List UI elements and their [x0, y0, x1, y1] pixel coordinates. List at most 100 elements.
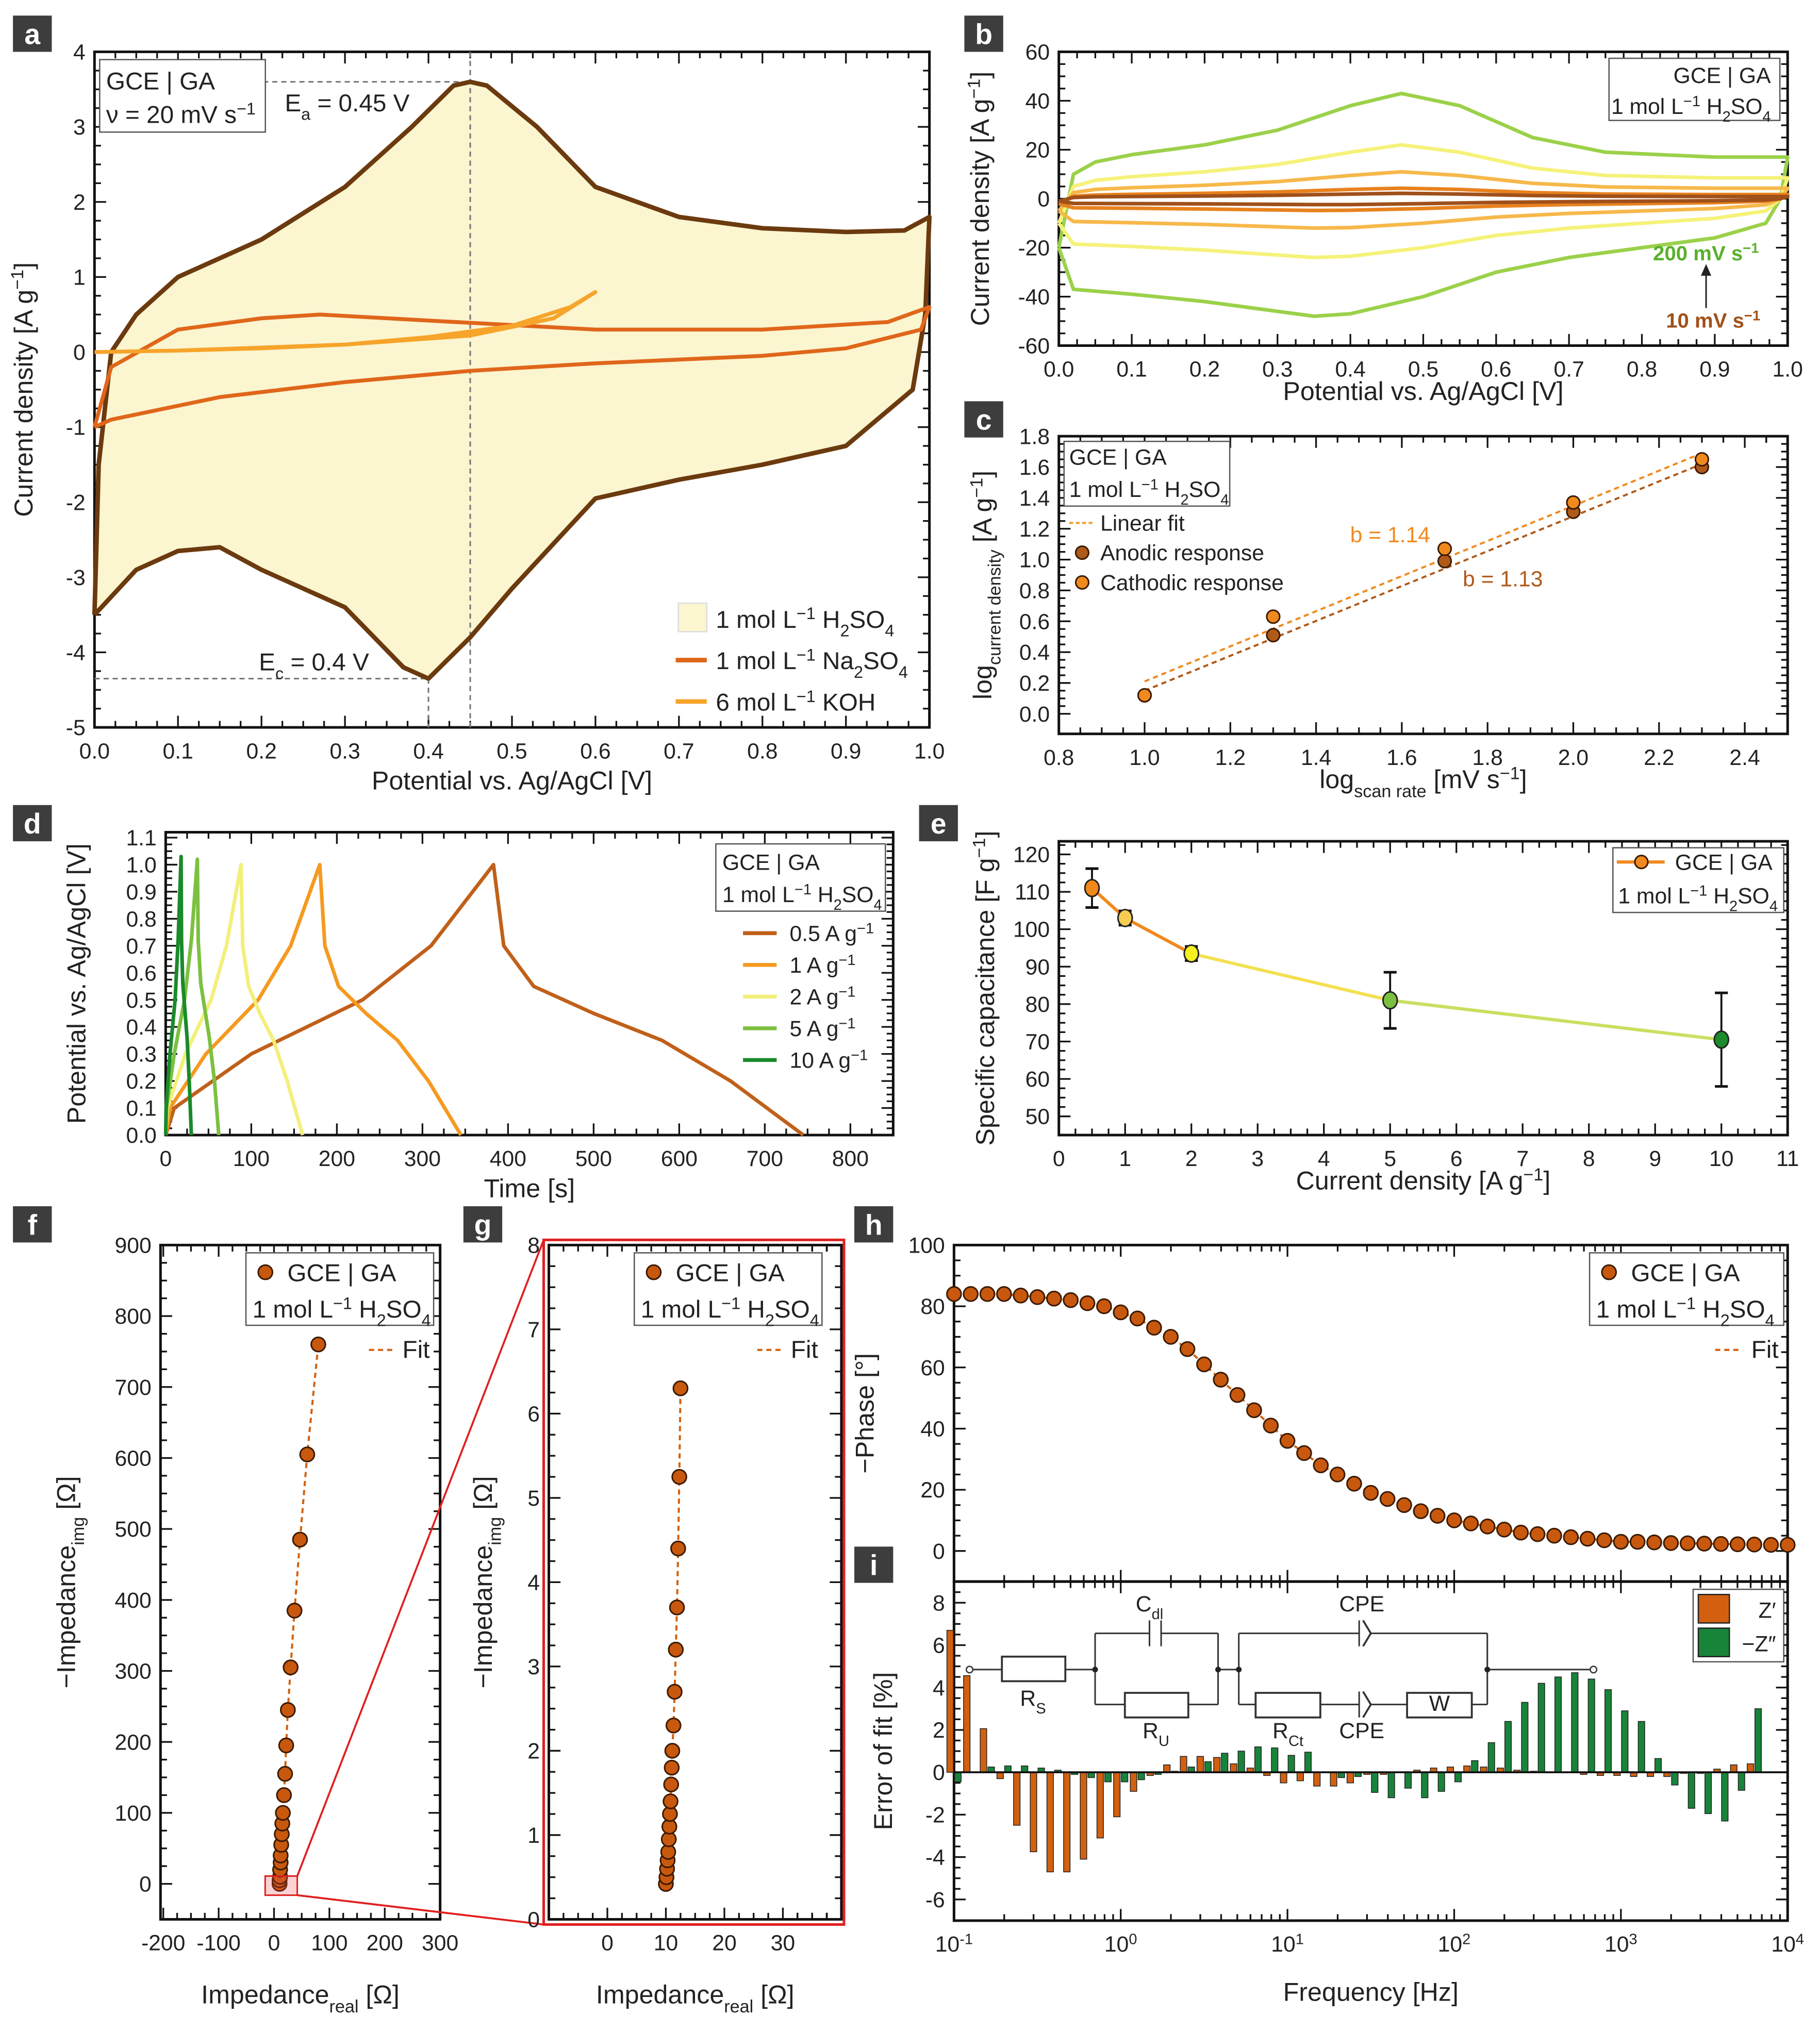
data-point — [286, 1603, 303, 1619]
plot-frame — [164, 830, 895, 1137]
y-tick-label: 8 — [933, 1591, 945, 1615]
z-real-error-bar — [1080, 1772, 1087, 1860]
y-tick-label: 0.7 — [126, 934, 156, 959]
data-point — [1063, 1292, 1079, 1308]
y-tick-label: 90 — [1025, 955, 1050, 979]
legend-label: GCE | GA — [287, 1260, 396, 1287]
y-tick-label: 5 — [527, 1486, 540, 1511]
legend-label: 1 mol L−1 H2SO4​ — [1596, 1294, 1775, 1329]
data-point — [665, 1718, 682, 1734]
data-point — [1437, 554, 1452, 569]
z-real-error-bar — [1130, 1772, 1137, 1792]
z-imag-error-bar — [1571, 1672, 1579, 1773]
data-point — [1566, 495, 1581, 510]
y-tick-label: 0.1 — [126, 1096, 156, 1121]
data-point — [278, 1737, 294, 1754]
x-tick-label: 0.0 — [79, 739, 110, 763]
plot-frame — [159, 1243, 442, 1921]
y-tick-label: 60 — [1025, 1067, 1050, 1092]
y-tick-label: 60 — [1025, 40, 1050, 65]
y-axis-label: −Phase [°] — [851, 1353, 880, 1474]
z-imag-error-bar — [954, 1772, 962, 1783]
x-tick-label: 0.2 — [1189, 357, 1220, 382]
z-imag-error-bar — [1604, 1689, 1612, 1773]
legend-label: 1 mol L−1 H2SO4​ — [1618, 883, 1778, 915]
data-point — [1084, 878, 1100, 897]
y-tick-label: 0.8 — [1019, 578, 1050, 603]
legend-box — [715, 843, 886, 912]
y-tick-label: 0.0 — [1019, 702, 1050, 727]
y-tick-label: 4 — [527, 1570, 540, 1595]
y-tick-label: 1.4 — [1019, 486, 1050, 511]
data-point — [1213, 1372, 1229, 1388]
panel-e: 0 1 2 3 4 5 6 7 8 9 10 11 50 60 70 80 90 100 110 120 Current… — [970, 831, 1799, 1195]
z-imag-error-bar — [1121, 1772, 1129, 1783]
panel-label-box — [854, 1206, 894, 1243]
x-tick-label: 20 — [712, 1931, 736, 1956]
x-tick-label: 100​ — [1104, 1931, 1137, 1957]
panel-label: c — [976, 404, 992, 436]
panel-i: 10-1​ 100​ 101​ 102​ 103​ 104​ -6 -4 -2 0 2 4 6 8 Freq… — [869, 1580, 1804, 2007]
legend-swatch — [677, 602, 708, 632]
circuit-label: RU​ — [1143, 1719, 1169, 1750]
panel-label: a — [24, 18, 41, 50]
y-tick-label: 1.8 — [1019, 424, 1050, 449]
z-real-error-bar — [1096, 1772, 1104, 1839]
x-tick-label: 0.3 — [329, 739, 360, 763]
cv-curve-0 — [92, 79, 932, 681]
z-imag-error-bar — [1371, 1772, 1379, 1793]
z-imag-error-bar — [1721, 1772, 1729, 1822]
panel-label-box — [463, 1206, 503, 1243]
plot-frame — [952, 1580, 1789, 1922]
data-point — [664, 1743, 681, 1759]
y-tick-label: 100 — [908, 1233, 945, 1258]
data-point — [672, 1380, 689, 1396]
y-tick-label: 6 — [933, 1634, 945, 1658]
y-tick-label: 0.9 — [126, 880, 156, 905]
data-point — [1029, 1289, 1046, 1305]
trend-line-segment — [1389, 998, 1722, 1041]
z-real-error-bar — [1346, 1772, 1354, 1784]
panel-a: 0.0 0.1 0.2 0.3 0.4 0.5 0.6 0.7 0.8 0.9 1.0 -5 -4 -3 -… — [8, 40, 945, 795]
plot-frame — [1057, 840, 1789, 1137]
circuit-label: RS​ — [1020, 1686, 1046, 1717]
plot-frame — [1057, 51, 1789, 347]
data-point — [1763, 1537, 1779, 1553]
legend-label: Cathodic response — [1100, 571, 1284, 595]
x-tick-label: 0.0 — [1044, 357, 1074, 382]
y-tick-label: 0 — [527, 1908, 540, 1933]
legend-label: 5 A g−1​ — [790, 1015, 856, 1041]
fit-slope-label: b = 1.14 — [1350, 523, 1430, 547]
z-real-error-bar — [1746, 1763, 1755, 1773]
y-tick-label: 1.0 — [126, 853, 156, 877]
data-point — [1079, 1295, 1096, 1311]
x-tick-label: 103​ — [1604, 1931, 1637, 1957]
y-tick-label: 900 — [115, 1233, 152, 1258]
data-point — [279, 1702, 296, 1718]
z-imag-error-bar — [1137, 1772, 1145, 1780]
panel-g: 0 10 20 30 0 1 2 3 4 5 6 7 8 Impedancereal [Ω] −Impeda… — [469, 1233, 843, 2017]
x-tick-label: 0.8 — [747, 739, 777, 763]
data-point — [1563, 1529, 1579, 1545]
data-point — [1446, 1512, 1462, 1528]
x-tick-label: 9 — [1649, 1146, 1661, 1171]
legend-label: 1 mol L−1 H2SO4​ — [716, 604, 894, 640]
data-point — [292, 1531, 308, 1548]
panel-label-box — [964, 15, 1003, 52]
legend-label: 0.5 A g−1​ — [790, 920, 874, 946]
data-point — [1163, 1329, 1179, 1345]
y-tick-label: -2 — [66, 490, 86, 515]
legend-box — [245, 1252, 435, 1326]
y-axis-label: Current density [A g−1] — [8, 262, 38, 517]
y-tick-label: 800 — [115, 1304, 152, 1329]
y-tick-label: 3 — [73, 115, 86, 140]
resistor-rct — [1254, 1692, 1321, 1719]
x-tick-label: 5 — [1384, 1146, 1396, 1171]
legend-marker — [646, 1264, 662, 1280]
legend-label: 1 mol L−1 Na2SO4​ — [716, 645, 908, 681]
x-tick-label: 3 — [1251, 1146, 1264, 1171]
x-tick-label: 0 — [268, 1931, 280, 1956]
gcd-curve — [163, 857, 221, 1136]
z-real-error-bar — [1030, 1772, 1037, 1853]
data-point — [1113, 1304, 1129, 1321]
